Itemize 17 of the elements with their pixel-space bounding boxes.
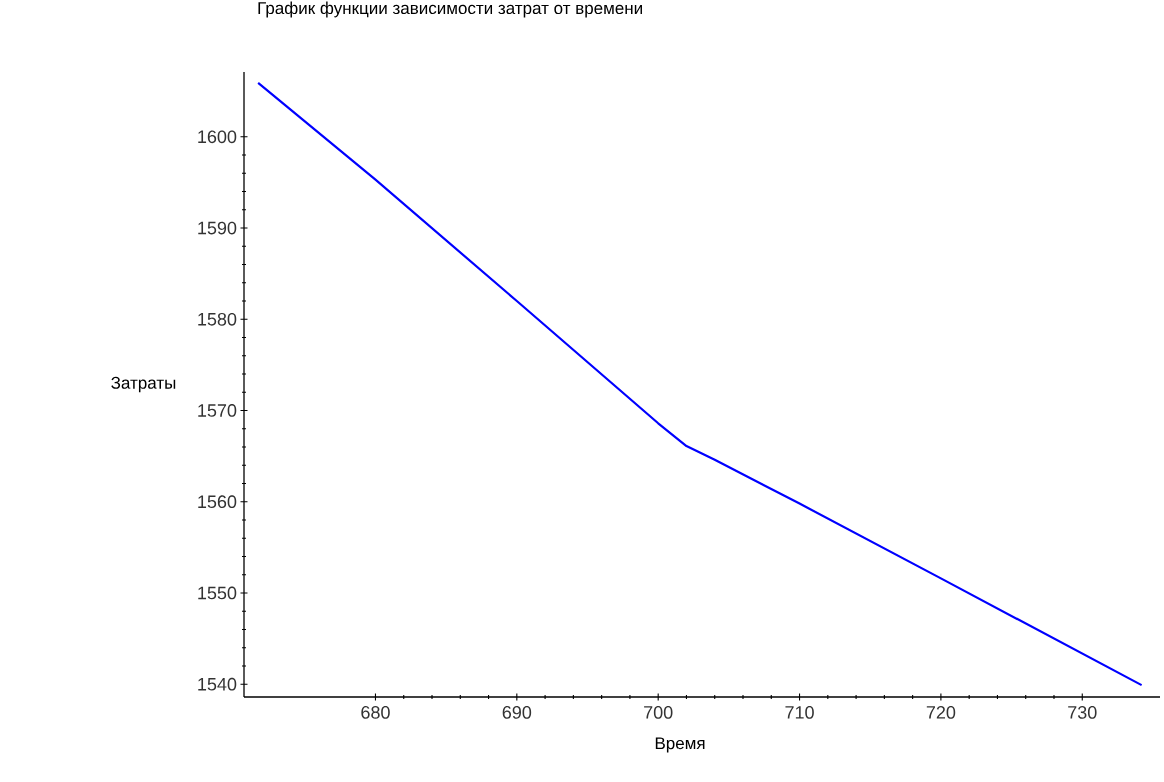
y-tick-label: 1540 [198, 677, 237, 691]
y-tick-label: 1580 [198, 312, 237, 326]
x-tick-label: 730 [1068, 706, 1097, 719]
y-tick-label: 1590 [198, 221, 237, 235]
y-tick-label: 1570 [198, 404, 237, 417]
x-tick-label: 690 [502, 706, 532, 719]
x-tick-label: 720 [926, 706, 956, 719]
y-tick-label: 1560 [198, 495, 237, 509]
x-tick-label: 700 [644, 706, 673, 719]
chart-title: График функции зависимости затрат от времени [258, 1, 642, 18]
x-axis-title: Время [655, 737, 705, 753]
y-tick-label: 1600 [198, 130, 237, 144]
x-tick-label: 680 [361, 706, 390, 719]
y-axis-title: Затраты [111, 376, 176, 393]
x-tick-label: 710 [785, 706, 814, 719]
line-series [257, 81, 1143, 687]
y-tick-label: 1550 [198, 586, 237, 600]
